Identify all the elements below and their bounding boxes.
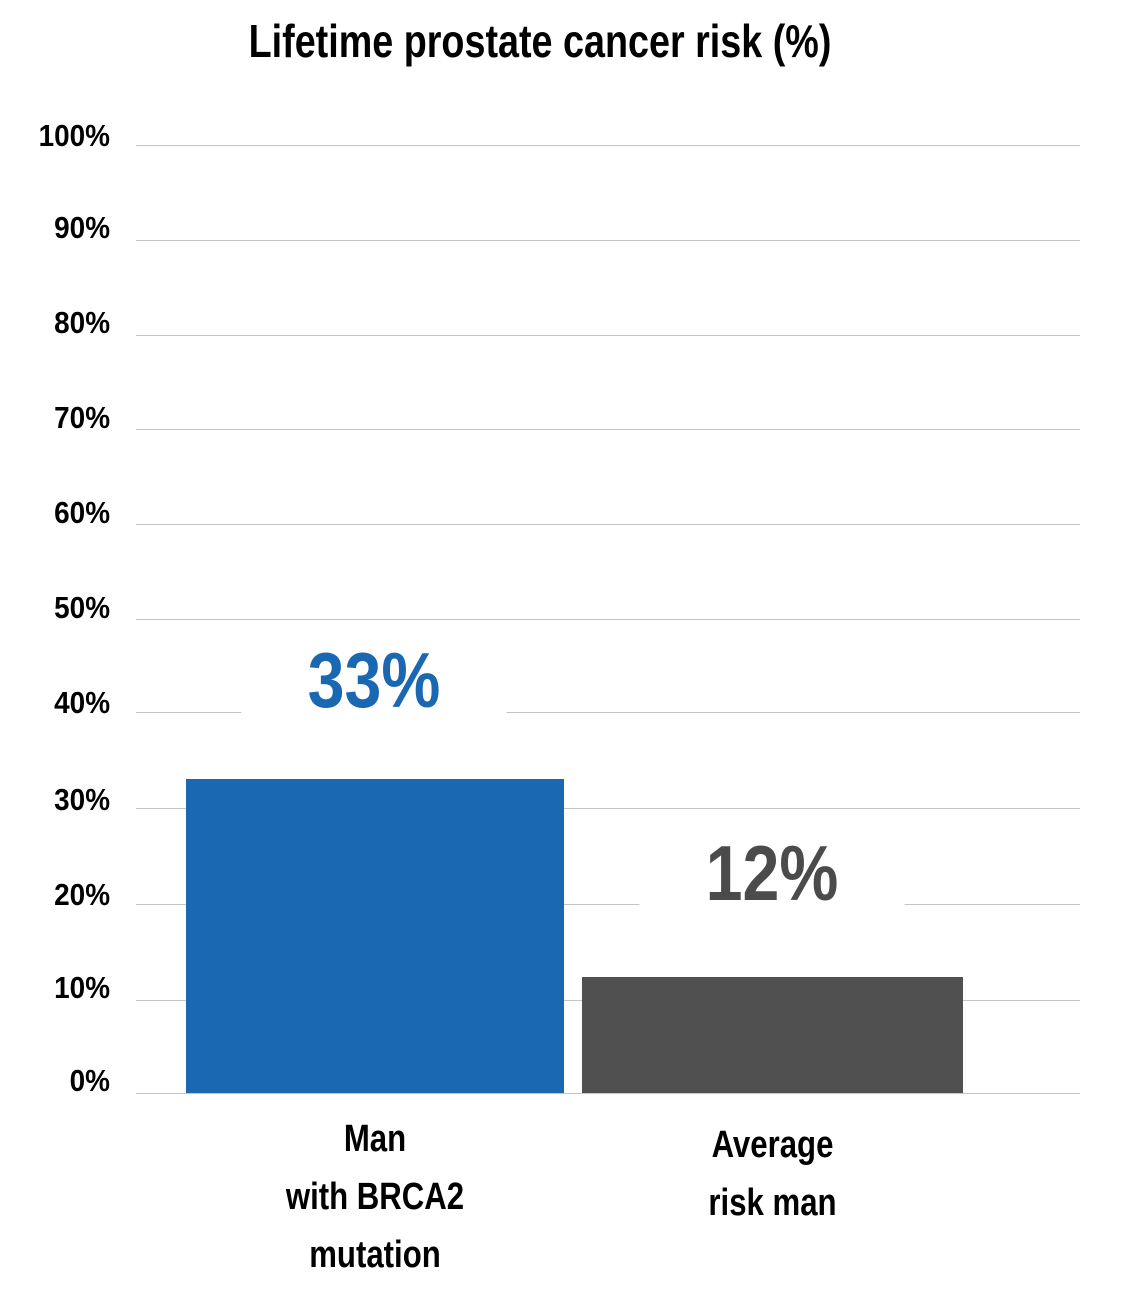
y-tick-30: 30% (54, 782, 110, 817)
y-tick-90: 90% (54, 210, 110, 245)
bar-brca2 (186, 779, 564, 1093)
gridline-20 (136, 904, 1080, 905)
gridline-80 (136, 335, 1080, 336)
y-tick-20: 20% (54, 877, 110, 912)
x-label-average: Average risk man (708, 1124, 837, 1224)
gridline-30 (136, 808, 1080, 809)
value-label-average: 12% (639, 817, 905, 929)
gridline-0 (136, 1093, 1080, 1094)
y-tick-70: 70% (54, 400, 110, 435)
y-tick-40: 40% (54, 685, 110, 720)
x-label-brca2: Man with BRCA2 mutation (285, 1118, 465, 1276)
y-tick-80: 80% (54, 305, 110, 340)
gridline-60 (136, 524, 1080, 525)
y-tick-50: 50% (54, 590, 110, 625)
bar-average (582, 977, 963, 1093)
plot-area: 33% 12% (136, 145, 1080, 1094)
y-tick-60: 60% (54, 495, 110, 530)
gridline-40 (136, 712, 1080, 713)
y-tick-0: 0% (69, 1063, 110, 1098)
chart-title: Lifetime prostate cancer risk (%) (248, 15, 832, 67)
y-tick-10: 10% (54, 970, 110, 1005)
gridline-90 (136, 240, 1080, 241)
gridline-100 (136, 145, 1080, 146)
gridline-70 (136, 429, 1080, 430)
gridline-50 (136, 619, 1080, 620)
value-label-brca2: 33% (241, 625, 507, 735)
y-tick-100: 100% (38, 118, 110, 153)
